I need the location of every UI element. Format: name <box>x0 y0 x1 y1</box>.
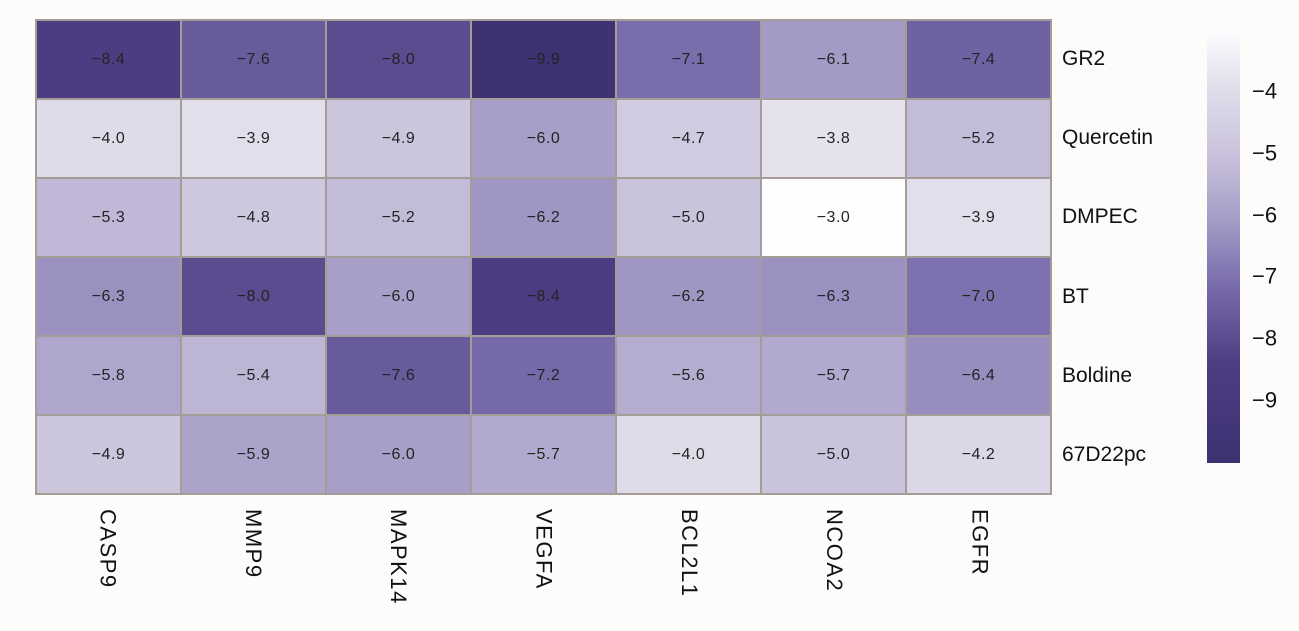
y-axis-tick-label: Quercetin <box>1062 125 1154 149</box>
heatmap-cell: −6.3 <box>762 258 905 335</box>
heatmap-cell: −5.6 <box>617 337 760 414</box>
heatmap-cell: −8.0 <box>327 21 470 98</box>
colorbar-tick-label: −6 <box>1252 202 1278 228</box>
heatmap-cell: −4.2 <box>907 416 1050 493</box>
heatmap-cell: −5.8 <box>37 337 180 414</box>
x-axis-tick-label: MMP9 <box>240 509 266 579</box>
x-axis-labels: CASP9 MMP9 MAPK14 VEGFA BCL2L1 NCOA2 EGFR <box>35 509 1052 629</box>
x-axis-tick-label: VEGFA <box>531 509 557 590</box>
heatmap-cell: −4.9 <box>37 416 180 493</box>
colorbar-tick-label: −9 <box>1252 387 1278 413</box>
x-axis-tick-label: MAPK14 <box>386 509 412 605</box>
heatmap-cell: −3.9 <box>907 179 1050 256</box>
heatmap-cell: −4.8 <box>182 179 325 256</box>
heatmap-cell: −8.4 <box>37 21 180 98</box>
heatmap-cell: −5.0 <box>617 179 760 256</box>
y-axis-tick-label: Boldine <box>1062 363 1133 387</box>
heatmap-cell: −7.0 <box>907 258 1050 335</box>
heatmap-cell: −7.4 <box>907 21 1050 98</box>
y-axis-tick-label: DMPEC <box>1062 205 1138 229</box>
heatmap-cell: −6.3 <box>37 258 180 335</box>
heatmap-cell: −4.7 <box>617 100 760 177</box>
heatmap-cell: −6.2 <box>472 179 615 256</box>
heatmap-cell: −6.0 <box>327 258 470 335</box>
heatmap-cell: −6.0 <box>327 416 470 493</box>
y-axis-tick-label: GR2 <box>1062 46 1106 70</box>
heatmap-cell: −5.2 <box>327 179 470 256</box>
colorbar-gradient <box>1207 30 1240 463</box>
heatmap-cell: −5.3 <box>37 179 180 256</box>
x-axis-tick-label: NCOA2 <box>822 509 848 593</box>
heatmap-cell: −7.2 <box>472 337 615 414</box>
x-axis-tick-label: EGFR <box>967 509 993 577</box>
colorbar-tick-label: −4 <box>1252 78 1278 104</box>
heatmap-cell: −8.4 <box>472 258 615 335</box>
heatmap-cell: −6.0 <box>472 100 615 177</box>
y-axis-tick-label: BT <box>1062 284 1089 308</box>
heatmap-grid: −8.4 −7.6 −8.0 −9.9 −7.1 −6.1 −7.4 −4.0 −3.9 −4.9… <box>35 19 1052 495</box>
heatmap-cell: −5.9 <box>182 416 325 493</box>
heatmap-cell: −9.9 <box>472 21 615 98</box>
y-axis-tick-label: 67D22pc <box>1062 443 1147 467</box>
heatmap-cell: −5.7 <box>762 337 905 414</box>
heatmap-cell: −5.0 <box>762 416 905 493</box>
heatmap-cell: −4.0 <box>617 416 760 493</box>
x-axis-tick-label: CASP9 <box>95 509 121 589</box>
heatmap-cell: −8.0 <box>182 258 325 335</box>
heatmap-cell: −7.6 <box>182 21 325 98</box>
x-axis-tick-label: BCL2L1 <box>676 509 702 598</box>
heatmap-cell: −6.2 <box>617 258 760 335</box>
heatmap-cell: −5.7 <box>472 416 615 493</box>
heatmap-cell: −6.1 <box>762 21 905 98</box>
heatmap-cell: −6.4 <box>907 337 1050 414</box>
heatmap-cell: −3.9 <box>182 100 325 177</box>
colorbar: −4 −5 −6 −7 −8 −9 <box>1207 30 1277 463</box>
heatmap-cell: −3.8 <box>762 100 905 177</box>
heatmap-cell: −5.2 <box>907 100 1050 177</box>
heatmap-cell: −5.4 <box>182 337 325 414</box>
heatmap-cell: −4.9 <box>327 100 470 177</box>
heatmap-cell: −4.0 <box>37 100 180 177</box>
heatmap-cell: −7.1 <box>617 21 760 98</box>
colorbar-tick-label: −8 <box>1252 325 1278 351</box>
heatmap-cell: −7.6 <box>327 337 470 414</box>
heatmap-cell: −3.0 <box>762 179 905 256</box>
colorbar-tick-label: −7 <box>1252 263 1278 289</box>
y-axis-labels: GR2 Quercetin DMPEC BT Boldine 67D22pc <box>1062 19 1212 495</box>
colorbar-tick-label: −5 <box>1252 140 1278 166</box>
